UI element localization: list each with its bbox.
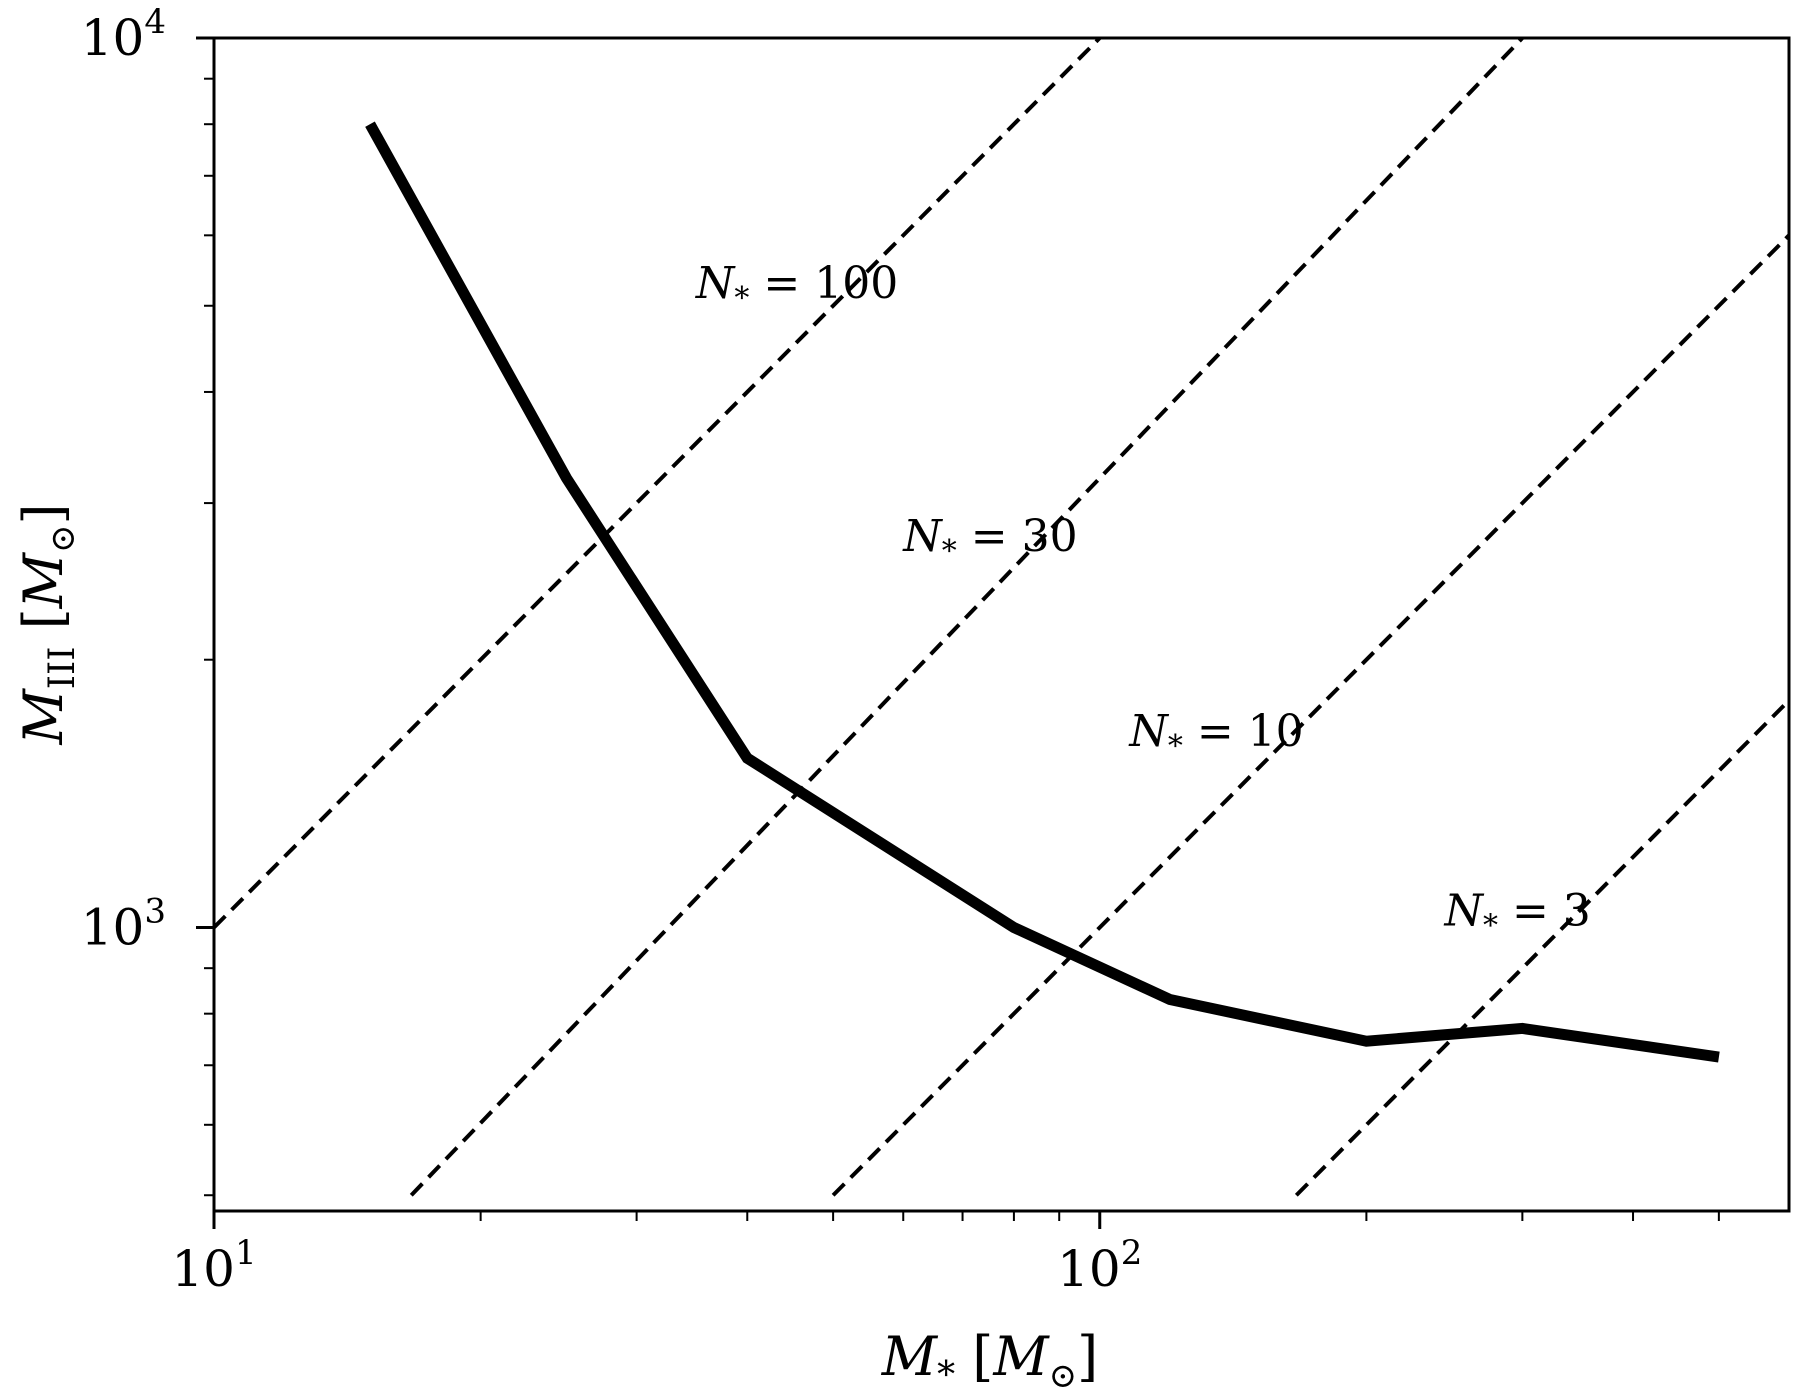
reference-lines	[214, 38, 1789, 1197]
annotation-n3: N* = 3	[1443, 886, 1590, 944]
annotation-n10: N* = 10	[1128, 706, 1303, 764]
y-axis-label: MIII [M⊙]	[12, 503, 83, 745]
x-tick-label: 102	[1057, 1233, 1142, 1298]
annotation-n100: N* = 100	[695, 258, 898, 316]
data-series	[365, 121, 1720, 1063]
x-tick-label: 101	[171, 1233, 256, 1298]
series-line	[365, 121, 1720, 1063]
y-tick-label: 103	[81, 891, 166, 956]
plot-frame	[212, 36, 1791, 1213]
reference-line-n10	[831, 233, 1789, 1197]
major-ticks: 101 102 103 104	[81, 2, 1143, 1298]
x-axis-label: M* [M⊙]	[881, 1325, 1098, 1395]
annotations: N* = 100 N* = 30 N* = 10 N* = 3	[695, 258, 1591, 943]
minor-ticks	[204, 77, 1720, 1221]
y-tick-label: 104	[81, 2, 166, 67]
annotation-n30: N* = 30	[902, 511, 1077, 569]
reference-line-n30	[409, 38, 1524, 1197]
reference-line-n100	[214, 38, 1102, 929]
reference-line-n3	[1294, 699, 1789, 1197]
